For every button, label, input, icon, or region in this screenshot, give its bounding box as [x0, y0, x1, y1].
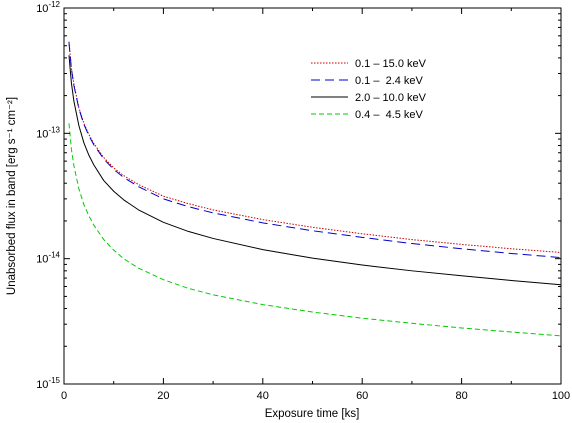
x-tick-label: 20 — [157, 390, 169, 402]
plot-layer — [68, 41, 562, 337]
series-line-2 — [68, 42, 562, 259]
x-tick-label: 80 — [455, 390, 467, 402]
y-tick-label: 10-15 — [36, 376, 60, 391]
y-tick-label: 10-14 — [36, 251, 60, 266]
x-tick-label: 100 — [552, 390, 570, 402]
series-line-4 — [68, 123, 562, 337]
y-axis-title: Unabsorbed flux in band [erg s⁻¹ cm⁻²] — [6, 97, 18, 295]
x-tick-label: 60 — [356, 390, 368, 402]
legend-entry-2: 0.1 – 2.4 keV — [355, 75, 424, 87]
series-line-3 — [68, 55, 562, 286]
y-tick-label: 10-12 — [36, 0, 60, 15]
legend-entry-4: 0.4 – 4.5 keV — [355, 109, 424, 121]
series-line-1 — [68, 41, 562, 253]
plot-frame — [63, 7, 562, 385]
legend: 0.1 – 15.0 keV 0.1 – 2.4 keV 2.0 – 10.0 ke… — [311, 58, 427, 121]
x-tick-label: 0 — [61, 390, 67, 402]
axis-layer: 0 20 40 60 80 100 10-15 10-14 10-13 10-12 — [36, 0, 570, 402]
legend-entry-1: 0.1 – 15.0 keV — [355, 58, 427, 70]
legend-entry-3: 2.0 – 10.0 keV — [355, 92, 427, 104]
y-tick-label: 10-13 — [36, 125, 60, 140]
x-tick-label: 40 — [257, 390, 269, 402]
x-axis-title: Exposure time [ks] — [265, 408, 360, 420]
